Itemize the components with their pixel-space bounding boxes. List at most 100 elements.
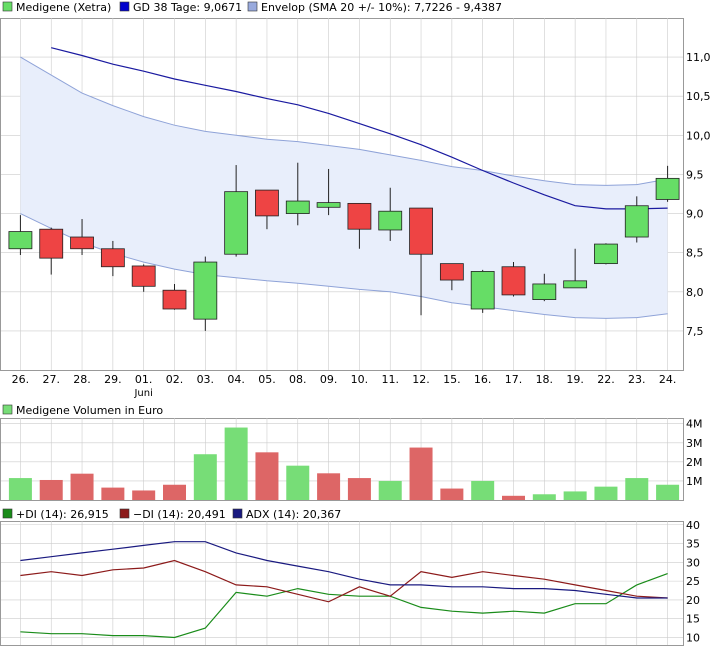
x-tick-label: 15. [443,373,461,386]
candle-body [316,202,341,208]
volume-bar [132,490,156,500]
x-tick-label: 22. [597,373,615,386]
x-tick-label: 19. [566,373,584,386]
candle-body [439,263,464,281]
legend-swatch [2,404,13,415]
volume-title: Medigene Volumen in Euro [16,404,163,417]
price-ytick-label: 10,5 [686,90,711,103]
x-tick-label: 16. [474,373,492,386]
adx-line [20,541,668,599]
volume-bar [101,487,125,500]
x-tick-label: 01. [135,373,153,386]
volume-ytick-label: 3M [686,437,703,450]
candle-body [563,280,588,289]
candle-body [39,228,64,259]
volume-bar [502,495,525,500]
volume-bar [317,473,341,500]
volume-bar [8,478,32,500]
volume-bar [255,452,279,500]
dmi-ytick-label: 30 [686,556,700,569]
x-tick-label: 05. [258,373,276,386]
dmi-ytick-label: 20 [686,594,700,607]
volume-panel-frame [0,418,684,501]
volume-bar [656,484,680,500]
candle-body [70,236,94,250]
volume-bar [193,454,217,500]
dmi-ytick-label: 25 [686,575,700,588]
price-ytick-label: 10,0 [686,129,711,142]
x-tick-label: 17. [505,373,523,386]
volume-bar [347,478,371,500]
month-label: Juni [133,388,152,399]
x-tick-label: 09. [320,373,338,386]
volume-bar [532,494,556,500]
price-ytick-label: 8,0 [686,286,704,299]
legend-swatch [119,1,130,12]
legend-swatch [119,508,130,519]
di-plus-line [20,573,668,639]
x-tick-label: 28. [73,373,91,386]
legend-label: Envelop (SMA 20 +/- 10%): 7,7226 - 9,438… [261,1,502,14]
volume-bar [286,465,310,500]
price-ytick-label: 9,0 [686,208,704,221]
x-tick-label: 27. [42,373,60,386]
legend-swatch [247,1,258,12]
dmi-panel-frame [0,521,684,646]
sma-38-line [51,47,668,210]
legend-label: GD 38 Tage: 9,0671 [133,1,242,14]
candle-body [131,265,156,287]
legend-label: −DI (14): 20,491 [133,508,226,521]
legend-swatch [2,508,13,519]
candle-body [100,248,125,268]
dmi-ytick-label: 10 [686,631,700,644]
volume-ytick-label: 1M [686,475,703,488]
legend-label: +DI (14): 26,915 [16,508,109,521]
volume-ytick-label: 2M [686,456,703,469]
price-ytick-label: 8,5 [686,247,704,260]
candle-body [285,200,310,214]
candle-body [501,266,526,296]
candle-body [532,283,557,301]
candle-body [378,210,403,231]
x-tick-label: 24. [659,373,677,386]
price-ytick-label: 7,5 [686,325,704,338]
volume-ytick-label: 4M [686,418,703,431]
volume-bar [39,479,63,500]
volume-bar [378,480,402,500]
price-ytick-label: 11,0 [686,51,711,64]
legend-swatch [232,508,243,519]
candle-body [224,191,249,255]
x-tick-label: 12. [412,373,430,386]
volume-bar [440,488,464,500]
x-tick-label: 04. [227,373,245,386]
volume-bar [625,478,649,500]
volume-bar [563,491,587,500]
candle-body [8,231,33,250]
price-ytick-label: 9,5 [686,168,704,181]
dmi-ytick-label: 35 [686,538,700,551]
candle-body [193,261,218,320]
x-tick-label: 08. [289,373,307,386]
volume-bar [594,486,618,500]
volume-bar [471,480,495,500]
volume-bar [409,447,433,500]
candle-body [409,207,433,255]
candle-body [255,189,279,217]
legend-label: Medigene (Xetra) [16,1,111,14]
envelope-upper-line [20,56,668,186]
di-minus-line [20,559,668,603]
envelope-lower-line [20,213,668,319]
dmi-ytick-label: 40 [686,519,700,532]
candle-body [594,243,618,265]
legend-label: ADX (14): 20,367 [246,508,341,521]
x-tick-label: 10. [351,373,369,386]
x-tick-label: 26. [12,373,30,386]
volume-bar [163,484,186,500]
x-tick-label: 11. [381,373,399,386]
candle-body [624,205,649,238]
candle-body [347,202,372,230]
candle-body [470,271,495,310]
x-tick-label: 29. [104,373,122,386]
envelope-band [20,57,668,319]
